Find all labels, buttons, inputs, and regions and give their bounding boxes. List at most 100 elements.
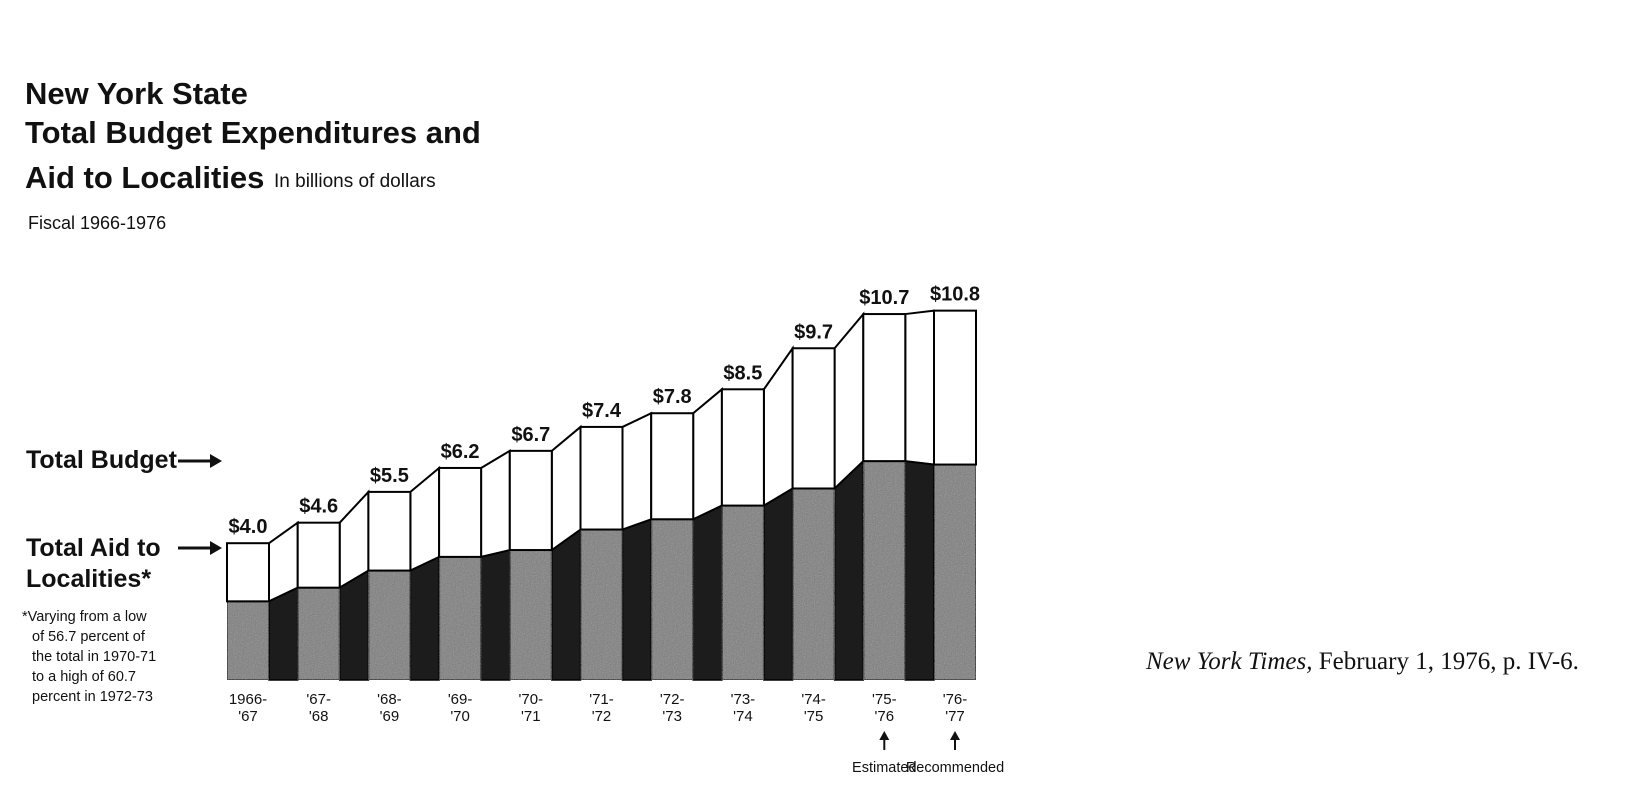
aid-side-4 <box>551 528 582 681</box>
aid-bar-9 <box>862 460 907 681</box>
x-tick-label-5-line-2: '72 <box>592 708 612 725</box>
aid-side-6 <box>692 504 723 681</box>
x-tick-labels-layer: 1966-'67 '67-'68 '68-'69 '69-'70 '70-'71 '71-… <box>229 691 967 725</box>
value-label-0: $4.0 <box>229 516 268 538</box>
chart-subtitle: Fiscal 1966-1976 <box>28 213 166 233</box>
x-tick-label-10-line-1: '76- <box>943 691 968 708</box>
x-tick-label-1-line-1: '67- <box>306 691 331 708</box>
legend-aid-arrowhead <box>210 541 222 555</box>
legend-total-budget: Total Budget <box>26 446 178 474</box>
value-label-5: $7.4 <box>582 400 622 422</box>
budget-bar-8 <box>791 347 836 490</box>
aid-bar-0 <box>226 600 270 682</box>
citation-details: February 1, 1976, p. IV-6. <box>1312 648 1579 675</box>
footnote: *Varying from a low of 56.7 percent of t… <box>22 609 156 705</box>
legend: Total Budget Total Aid to Localities* <box>26 446 222 593</box>
annotation-label-0: Estimated <box>852 760 916 776</box>
x-tick-label-8-line-2: '75 <box>804 708 824 725</box>
aid-side-9 <box>904 460 935 681</box>
x-tick-label-6-line-2: '73 <box>662 708 682 725</box>
footnote-line-2: of 56.7 percent of <box>32 629 146 645</box>
budget-bar-3 <box>438 466 483 558</box>
aid-side-0 <box>268 586 299 681</box>
value-label-10: $10.8 <box>930 284 980 306</box>
budget-bar-5 <box>579 425 624 531</box>
value-label-3: $6.2 <box>441 441 480 463</box>
budget-side-2 <box>409 465 441 573</box>
aid-side-7 <box>763 487 794 681</box>
aid-side-5 <box>621 518 652 681</box>
budget-bar-2 <box>367 490 412 572</box>
value-label-7: $8.5 <box>723 362 762 384</box>
bars-layer <box>226 309 977 682</box>
budget-bar-10 <box>933 309 977 466</box>
value-label-9: $10.7 <box>859 287 909 309</box>
footnote-line-5: percent in 1972-73 <box>32 689 153 705</box>
x-tick-label-3-line-2: '70 <box>450 708 470 725</box>
title-line-3: Aid to Localities <box>25 160 264 195</box>
aid-bar-1 <box>296 586 341 681</box>
x-tick-label-2-line-1: '68- <box>377 691 402 708</box>
budget-bar-1 <box>296 521 341 589</box>
x-tick-label-7-line-1: '73- <box>731 691 756 708</box>
aid-bar-5 <box>579 528 624 682</box>
budget-side-9 <box>904 309 935 466</box>
x-tick-label-9-line-1: '75- <box>872 691 897 708</box>
x-tick-label-10-line-2: '77 <box>945 708 965 725</box>
annotation-label-1: Recommended <box>906 760 1004 776</box>
x-tick-label-9-line-2: '76 <box>875 708 895 725</box>
budget-bar-6 <box>650 412 695 521</box>
budget-bar-4 <box>508 449 553 552</box>
aid-bar-8 <box>791 487 836 682</box>
x-tick-label-1-line-2: '68 <box>309 708 329 725</box>
aid-side-2 <box>409 555 440 681</box>
aid-side-8 <box>833 459 865 681</box>
aid-bar-6 <box>650 518 695 682</box>
aid-side-1 <box>338 569 370 681</box>
value-label-4: $6.7 <box>511 424 550 446</box>
x-tick-label-0-line-2: '67 <box>238 708 258 725</box>
aid-bar-7 <box>720 504 765 681</box>
budget-side-4 <box>550 424 582 552</box>
budget-side-5 <box>621 411 653 531</box>
aid-bar-4 <box>508 549 553 681</box>
legend-total-budget-arrowhead <box>210 454 222 468</box>
title-line-1: New York State <box>25 76 248 111</box>
budget-side-3 <box>480 449 511 559</box>
x-tick-label-3-line-1: '69- <box>448 691 473 708</box>
annotation-arrowhead-1 <box>950 731 960 740</box>
budget-side-0 <box>268 520 299 603</box>
aid-bar-10 <box>933 463 977 682</box>
budget-side-6 <box>692 387 723 521</box>
legend-aid-line-1: Total Aid to <box>26 534 161 562</box>
budget-side-8 <box>833 311 865 491</box>
x-tick-label-0-line-1: 1966- <box>229 691 267 708</box>
x-tick-label-4-line-1: '70- <box>519 691 544 708</box>
budget-side-1 <box>338 489 370 590</box>
budget-bar-7 <box>720 388 765 507</box>
value-label-1: $4.6 <box>299 496 338 518</box>
footnote-line-4: to a high of 60.7 <box>32 669 136 685</box>
x-tick-label-2-line-2: '69 <box>380 708 400 725</box>
x-tick-label-6-line-1: '72- <box>660 691 685 708</box>
chart-title: New York State Total Budget Expenditures… <box>25 76 481 195</box>
budget-bar-0 <box>226 542 270 603</box>
footnote-line-1: *Varying from a low <box>22 609 147 625</box>
value-label-2: $5.5 <box>370 465 409 487</box>
unit-note: In billions of dollars <box>274 171 436 192</box>
annotation-arrowhead-0 <box>879 731 890 740</box>
citation-source: New York Times, <box>1146 648 1313 675</box>
aid-bar-2 <box>367 569 412 681</box>
value-label-6: $7.8 <box>653 386 692 408</box>
legend-aid-line-2: Localities* <box>26 565 151 593</box>
x-tick-label-7-line-2: '74 <box>733 708 753 725</box>
budget-side-7 <box>762 345 794 508</box>
title-line-2: Total Budget Expenditures and <box>25 115 481 150</box>
value-label-8: $9.7 <box>794 321 833 343</box>
x-tick-label-8-line-1: '74- <box>801 691 826 708</box>
aid-side-3 <box>480 549 511 681</box>
footnote-line-3: the total in 1970-71 <box>32 649 156 665</box>
x-tick-label-5-line-1: '71- <box>589 691 614 708</box>
